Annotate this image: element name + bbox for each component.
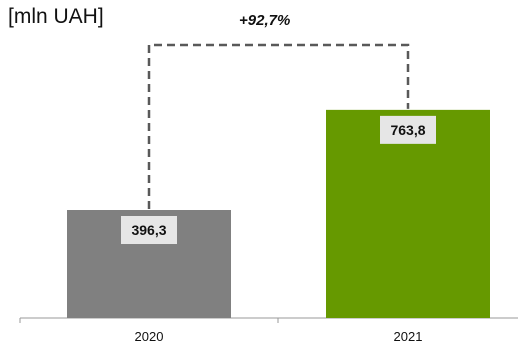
value-label-2020: 396,3 [131,222,166,238]
growth-connector-line [147,43,410,210]
x-tick-label-2020: 2020 [135,329,164,344]
x-tick-label-2021: 2021 [394,329,423,344]
unit-label: [mln UAH] [8,5,104,28]
bars-layer: 396,3 763,8 [67,109,490,318]
growth-annotation: +92,7% [239,12,291,29]
bar-2021 [326,109,490,318]
value-label-box-2020 [121,216,177,245]
value-label-box-2021 [380,115,436,144]
value-label-2021: 763,8 [390,122,425,138]
x-ticks-layer: 2020 2021 [19,318,423,344]
